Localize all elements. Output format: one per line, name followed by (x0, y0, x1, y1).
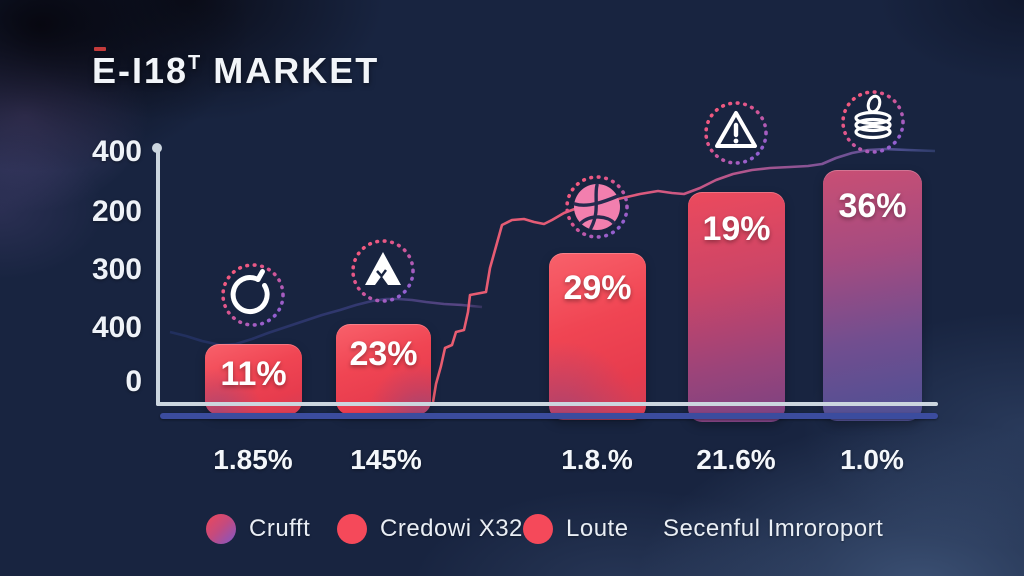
legend-swatch-red-2 (523, 514, 553, 544)
dotted-ring (351, 239, 415, 303)
title-accent-tick (94, 47, 106, 51)
y-tick-2: 200 (91, 195, 142, 228)
bar-5: 36% (823, 170, 922, 421)
left-trend-line (169, 297, 483, 347)
dotted-ring (841, 90, 905, 154)
x-tick-4: 21.6% (696, 444, 776, 475)
mountain-icon (347, 235, 419, 307)
dotted-ring (704, 101, 768, 165)
y-axis-line (156, 146, 160, 406)
legend-swatch-red-1 (337, 514, 367, 544)
y-tick-1: 400 (91, 135, 142, 168)
title-part1: E-I18 (92, 50, 189, 91)
legend-label-2: Credowi X32 (380, 515, 523, 542)
dotted-ring (565, 175, 629, 239)
x-tick-5: 1.0% (840, 444, 904, 475)
x-tick-2: 145% (350, 444, 422, 475)
coins-icon (837, 86, 909, 158)
legend-swatch-gradient (206, 514, 236, 544)
title-superscript: T (188, 52, 202, 74)
y-tick-3: 300 (91, 253, 142, 286)
bar-4-value-label: 19% (702, 210, 771, 248)
bar-4: 19% (688, 192, 785, 422)
bar-2: 23% (336, 324, 431, 415)
legend-label-4: Secenful Imroroport (663, 515, 884, 542)
dotted-ring (221, 263, 285, 327)
bar-2-value-label: 23% (349, 335, 418, 373)
x-axis-line (156, 402, 938, 406)
page-title: E-I18T MARKET (92, 50, 379, 92)
warning-icon (700, 97, 772, 169)
x-tick-3: 1.8.% (561, 444, 633, 475)
title-part2: MARKET (201, 50, 380, 91)
y-tick-5: 0 (125, 365, 142, 398)
ball-icon (561, 171, 633, 243)
bar-3: 29% (549, 253, 646, 420)
y-tick-4: 400 (91, 311, 142, 344)
restart-icon (217, 259, 289, 331)
legend-label-1: Crufft (249, 515, 311, 542)
bar-5-value-label: 36% (838, 187, 907, 225)
x-tick-1: 1.85% (213, 444, 293, 475)
bar-1-value-label: 11% (220, 355, 287, 393)
y-axis-cap-dot (152, 143, 162, 153)
x-axis-underline (160, 413, 938, 419)
bar-3-value-label: 29% (563, 269, 632, 307)
legend-label-3: Loute (566, 515, 629, 542)
